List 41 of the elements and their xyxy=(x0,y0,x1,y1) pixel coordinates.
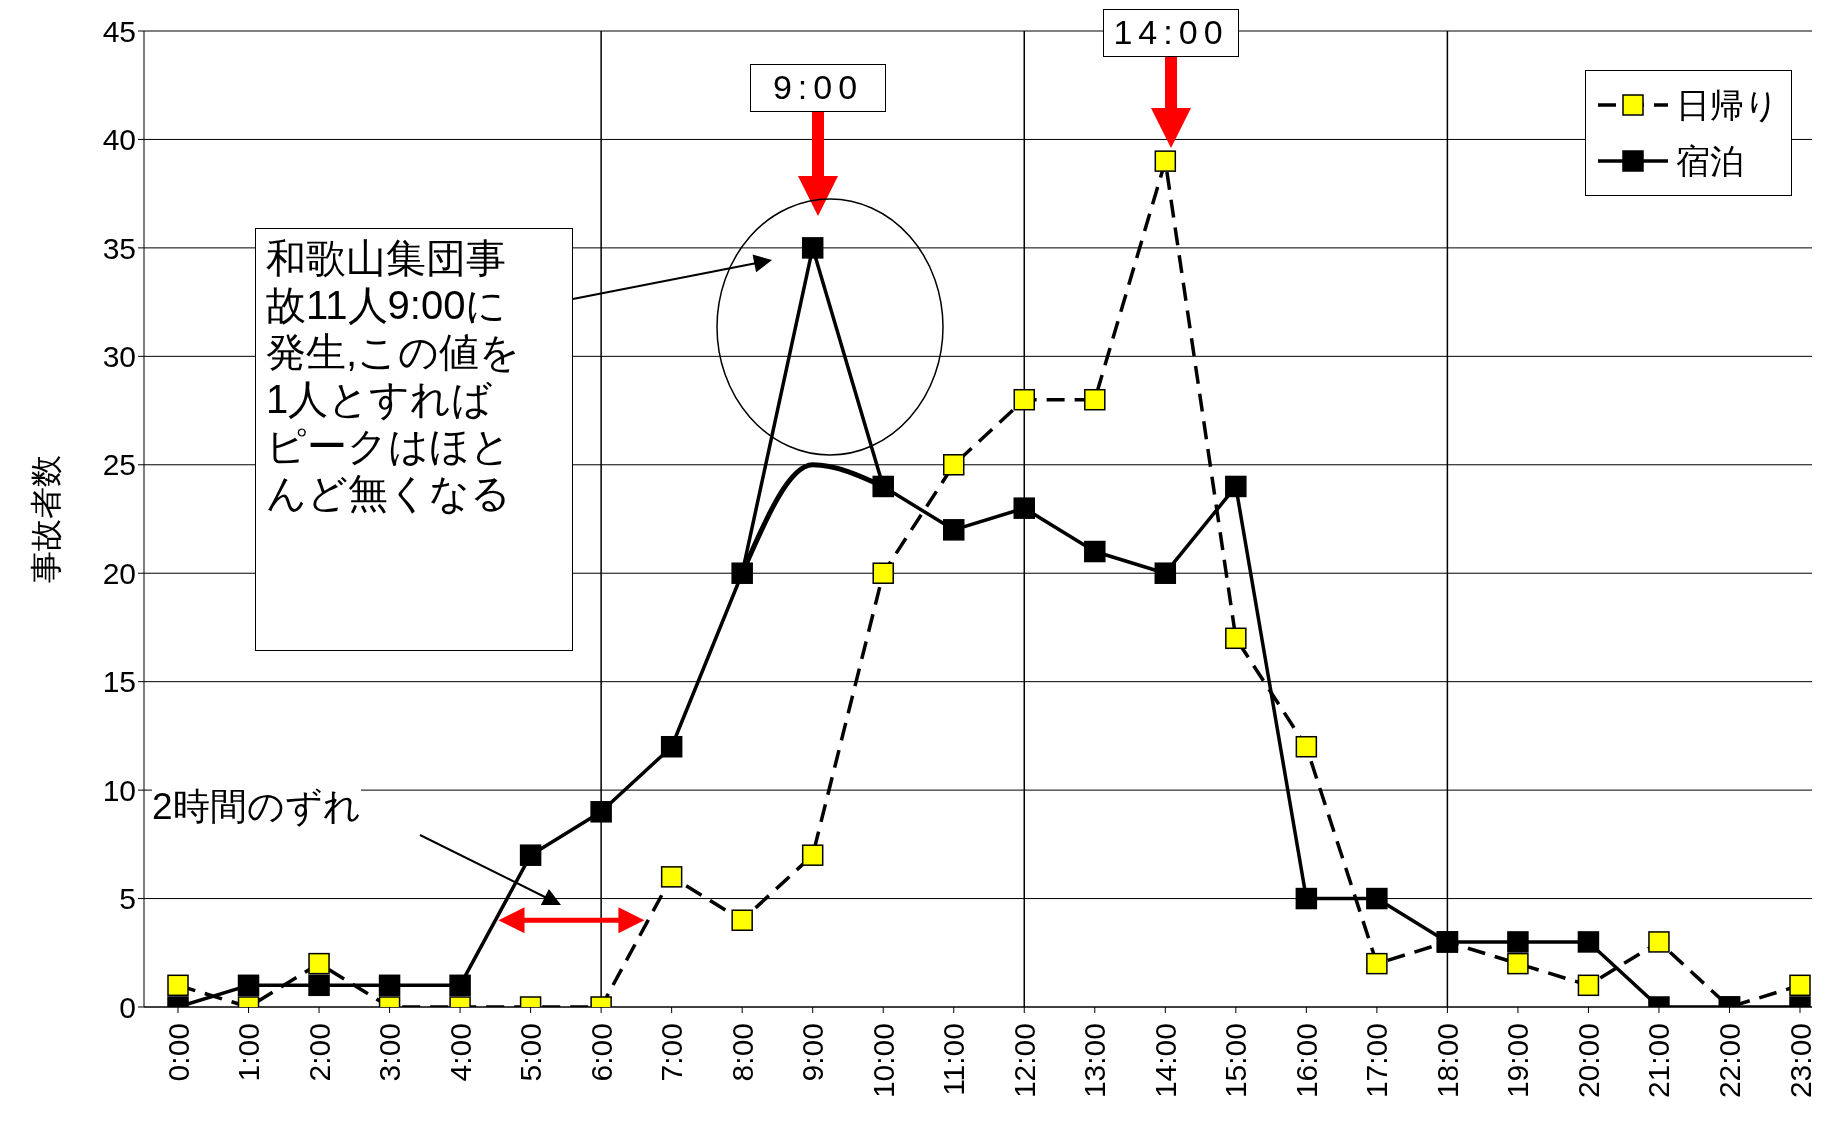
y-tick-label: 40 xyxy=(102,123,136,157)
x-tick-label: 5:00 xyxy=(514,1023,548,1082)
x-tick-label: 16:00 xyxy=(1289,1023,1323,1099)
x-tick-label: 22:00 xyxy=(1712,1023,1746,1099)
legend-label: 宿泊 xyxy=(1676,141,1744,182)
annotation: 2時間のずれ xyxy=(152,782,361,832)
y-axis-title: 事故者数 xyxy=(28,455,65,583)
x-tick-label: 12:00 xyxy=(1007,1023,1041,1099)
x-tick-label: 15:00 xyxy=(1219,1023,1253,1099)
x-tick-label: 21:00 xyxy=(1642,1023,1676,1099)
x-tick-label: 1:00 xyxy=(232,1023,266,1082)
x-tick-label: 0:00 xyxy=(161,1023,195,1082)
x-tick-label: 10:00 xyxy=(866,1023,900,1099)
y-tick-label: 5 xyxy=(119,882,136,916)
x-tick-label: 2:00 xyxy=(302,1023,336,1082)
label-box: 9:00 xyxy=(750,64,886,112)
y-tick-label: 35 xyxy=(102,231,136,265)
legend-label: 日帰り xyxy=(1676,85,1779,126)
y-tick-label: 30 xyxy=(102,339,136,373)
y-tick-label: 20 xyxy=(102,556,136,590)
x-tick-label: 20:00 xyxy=(1571,1023,1605,1099)
x-tick-label: 4:00 xyxy=(443,1023,477,1082)
x-tick-label: 9:00 xyxy=(796,1023,830,1082)
y-tick-label: 10 xyxy=(102,773,136,807)
y-tick-label: 0 xyxy=(119,990,136,1024)
y-tick-label: 45 xyxy=(102,14,136,48)
x-tick-label: 6:00 xyxy=(584,1023,618,1082)
x-tick-label: 3:00 xyxy=(373,1023,407,1082)
x-tick-label: 14:00 xyxy=(1148,1023,1182,1099)
y-tick-label: 25 xyxy=(102,448,136,482)
x-tick-label: 18:00 xyxy=(1430,1023,1464,1099)
x-tick-label: 7:00 xyxy=(655,1023,689,1082)
x-tick-label: 11:00 xyxy=(937,1023,971,1096)
callout-box: 和歌山集団事故11人9:00に発生,この値を1人とすればピークはほとんど無くなる xyxy=(255,228,573,651)
x-tick-label: 13:00 xyxy=(1078,1023,1112,1099)
x-tick-label: 19:00 xyxy=(1501,1023,1535,1099)
y-tick-label: 15 xyxy=(102,665,136,699)
x-tick-label: 17:00 xyxy=(1360,1023,1394,1099)
x-tick-label: 8:00 xyxy=(725,1023,759,1082)
label-box: 14:00 xyxy=(1103,9,1239,57)
x-tick-label: 23:00 xyxy=(1783,1023,1817,1099)
